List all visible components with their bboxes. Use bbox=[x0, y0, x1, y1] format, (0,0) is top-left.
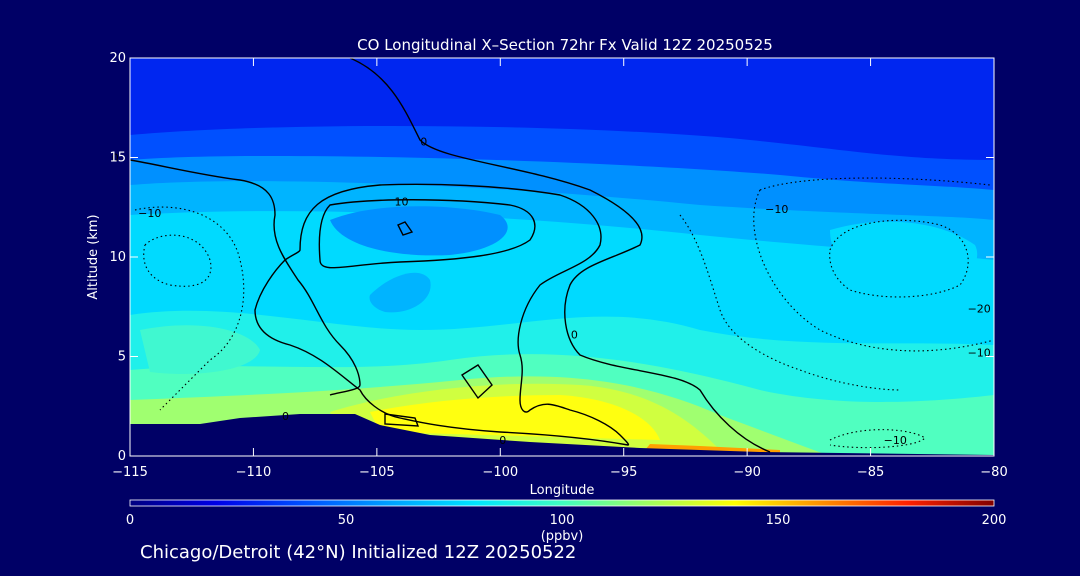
contour-label: −10 bbox=[968, 347, 991, 360]
contour-label: 0 bbox=[571, 329, 578, 342]
contour-label: 0 bbox=[499, 434, 506, 447]
contour-label: 10 bbox=[395, 195, 409, 208]
contour-small-rect bbox=[384, 413, 420, 427]
co-field bbox=[130, 58, 994, 456]
contour-label: 0 bbox=[112, 152, 119, 165]
x-tick-label: −90 bbox=[733, 465, 760, 480]
y-axis-label: Altitude (km) bbox=[86, 214, 101, 299]
contour-label: 0 bbox=[420, 136, 427, 149]
colorbar bbox=[129, 499, 995, 507]
x-axis: −115 −110 −105 −100 −95 −90 −85 −80 bbox=[112, 58, 1008, 480]
x-tick-label: −100 bbox=[482, 465, 518, 480]
colorbar-tick-label: 0 bbox=[126, 513, 134, 528]
x-axis-label: Longitude bbox=[530, 483, 595, 498]
contour-small-diamond bbox=[461, 364, 493, 400]
y-tick-label: 10 bbox=[109, 250, 126, 265]
y-tick-label: 15 bbox=[109, 151, 126, 166]
field-pocket-cyan-east bbox=[830, 221, 978, 290]
contour-lines bbox=[130, 58, 994, 453]
chart-title: CO Longitudinal X–Section 72hr Fx Valid … bbox=[357, 36, 773, 54]
contour-dotted-east-outer bbox=[753, 177, 994, 352]
footer-caption: Chicago/Detroit (42°N) Initialized 12Z 2… bbox=[140, 542, 577, 563]
contour-label: 0 bbox=[282, 410, 289, 423]
colorbar-ticks: 0 50 100 150 200 bbox=[126, 513, 1007, 528]
terrain-shadow bbox=[130, 414, 994, 456]
colorbar-unit: (ppbv) bbox=[541, 529, 584, 544]
contour-label: −10 bbox=[884, 434, 907, 447]
contour-label: −10 bbox=[138, 207, 161, 220]
x-tick-label: −110 bbox=[236, 465, 272, 480]
field-pocket-aqua-sw bbox=[140, 325, 260, 374]
contour-small-loop bbox=[397, 221, 414, 236]
x-tick-label: −105 bbox=[359, 465, 395, 480]
y-tick-label: 20 bbox=[109, 51, 126, 66]
contour-labels: 0 0 0 0 0 10 −10 −10 −20 −10 −10 bbox=[112, 136, 991, 447]
contour-label: −10 bbox=[765, 203, 788, 216]
field-pocket-light-blue bbox=[369, 272, 431, 313]
y-tick-label: 0 bbox=[118, 449, 126, 464]
contour-dotted-west bbox=[143, 234, 212, 287]
contour-loop-mid bbox=[254, 183, 630, 446]
contour-zero-north bbox=[349, 58, 771, 453]
colorbar-tick-label: 200 bbox=[982, 513, 1007, 528]
contour-dotted-central bbox=[679, 214, 901, 391]
field-band-yellow bbox=[370, 395, 660, 440]
contour-zero-west bbox=[130, 159, 361, 396]
y-axis: 0 5 10 15 20 bbox=[109, 51, 994, 464]
field-pocket-blue bbox=[330, 206, 508, 256]
x-tick-label: −80 bbox=[980, 465, 1007, 480]
colorbar-tick-label: 150 bbox=[766, 513, 791, 528]
contour-label: −20 bbox=[968, 303, 991, 316]
x-tick-label: −115 bbox=[112, 465, 148, 480]
contour-ten bbox=[318, 199, 536, 269]
colorbar-tick-label: 50 bbox=[338, 513, 355, 528]
y-tick-label: 5 bbox=[118, 350, 126, 365]
x-tick-label: −95 bbox=[610, 465, 637, 480]
contour-dotted-west-outer bbox=[134, 206, 245, 411]
colorbar-tick-label: 100 bbox=[550, 513, 575, 528]
x-tick-label: −85 bbox=[857, 465, 884, 480]
